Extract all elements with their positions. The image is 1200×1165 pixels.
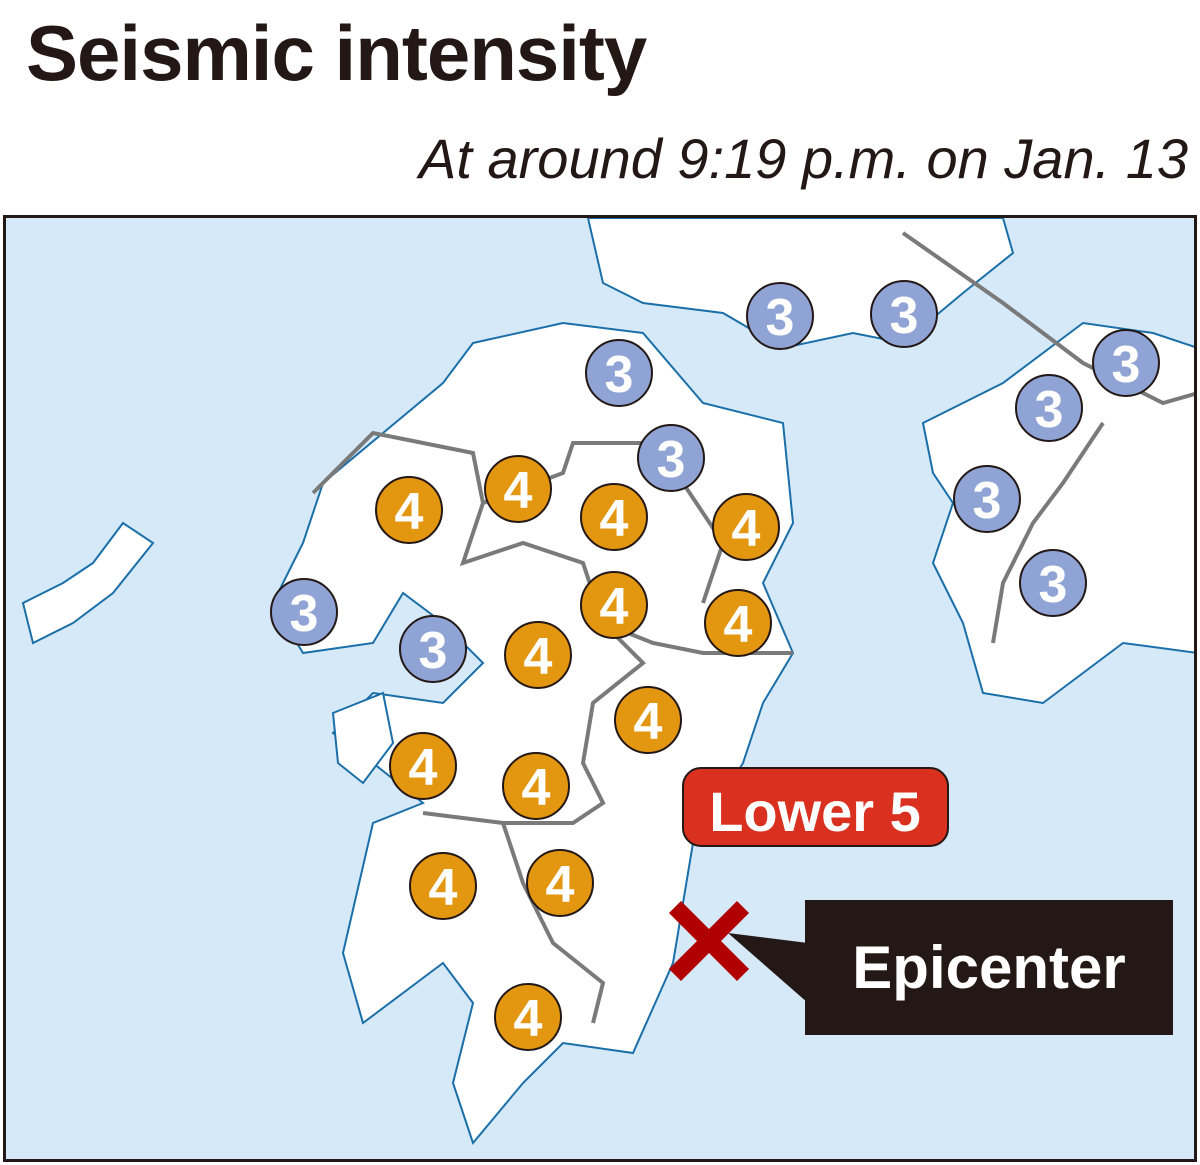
intensity-3-marker: 3 (1019, 549, 1087, 617)
marker-value: 3 (605, 346, 634, 404)
marker-circle (585, 339, 653, 407)
intensity-4-marker: 4 (409, 852, 477, 920)
marker-value: 3 (1035, 381, 1064, 439)
marker-circle (375, 476, 443, 544)
marker-circle (1019, 549, 1087, 617)
intensity-3-marker: 3 (1092, 329, 1160, 397)
marker-value: 3 (1112, 336, 1141, 394)
intensity-4-marker: 4 (614, 686, 682, 754)
marker-circle (270, 578, 338, 646)
marker-circle (580, 571, 648, 639)
marker-value: 3 (973, 472, 1002, 530)
marker-circle (712, 493, 780, 561)
intensity-3-marker: 3 (746, 282, 814, 350)
marker-circle (409, 852, 477, 920)
amakusa-islands (331, 691, 395, 785)
intensity-4-marker: 4 (502, 752, 570, 820)
marker-circle (399, 615, 467, 683)
marker-value: 4 (732, 500, 761, 558)
marker-value: 4 (546, 856, 575, 914)
intensity-4-marker: 4 (704, 589, 772, 657)
goto-islands (21, 521, 155, 645)
intensity-4-marker: 4 (526, 849, 594, 917)
marker-value: 4 (524, 628, 553, 686)
marker-value: 4 (409, 739, 438, 797)
marker-value: 3 (766, 289, 795, 347)
marker-value: 4 (429, 859, 458, 917)
intensity-3-marker: 3 (637, 424, 705, 492)
page-subtitle: At around 9:19 p.m. on Jan. 13 (419, 127, 1188, 190)
marker-value: 4 (600, 490, 629, 548)
marker-value: 4 (504, 462, 533, 520)
intensity-3-marker: 3 (585, 339, 653, 407)
intensity-3-marker: 3 (270, 578, 338, 646)
marker-value: 3 (419, 622, 448, 680)
intensity-4-marker: 4 (389, 732, 457, 800)
marker-circle (484, 455, 552, 523)
intensity-3-marker: 3 (953, 465, 1021, 533)
intensity-3-marker: 3 (399, 615, 467, 683)
intensity-4-marker: 4 (484, 455, 552, 523)
x-mark-icon (668, 900, 750, 982)
marker-circle (637, 424, 705, 492)
marker-value: 4 (724, 596, 753, 654)
marker-circle (870, 280, 938, 348)
marker-circle (704, 589, 772, 657)
lower5-label: Lower 5 (709, 780, 921, 843)
intensity-3-marker: 3 (870, 280, 938, 348)
epicenter-callout: Epicenter (728, 900, 1173, 1035)
marker-circle (526, 849, 594, 917)
marker-value: 3 (1039, 556, 1068, 614)
marker-value: 4 (395, 483, 424, 541)
marker-circle (502, 752, 570, 820)
marker-value: 4 (634, 693, 663, 751)
intensity-4-marker: 4 (580, 571, 648, 639)
marker-circle (953, 465, 1021, 533)
marker-value: 3 (290, 585, 319, 643)
page-title: Seismic intensity (26, 9, 647, 97)
intensity-4-marker: 4 (504, 621, 572, 689)
marker-value: 3 (657, 431, 686, 489)
marker-circle (494, 983, 562, 1051)
intensity-4-marker: 4 (375, 476, 443, 544)
marker-circle (504, 621, 572, 689)
intensity-3-marker: 3 (1015, 374, 1083, 442)
marker-value: 4 (514, 990, 543, 1048)
marker-circle (1092, 329, 1160, 397)
marker-circle (614, 686, 682, 754)
lower5-badge: Lower 5 (682, 767, 949, 847)
epicenter-label: Epicenter (852, 934, 1125, 1001)
marker-circle (746, 282, 814, 350)
marker-value: 3 (890, 287, 919, 345)
intensity-4-marker: 4 (712, 493, 780, 561)
marker-circle (389, 732, 457, 800)
marker-circle (580, 483, 648, 551)
marker-circle (1015, 374, 1083, 442)
intensity-4-marker: 4 (494, 983, 562, 1051)
intensity-4-marker: 4 (580, 483, 648, 551)
marker-value: 4 (600, 578, 629, 636)
shikoku-land (921, 321, 1194, 705)
marker-value: 4 (522, 759, 551, 817)
